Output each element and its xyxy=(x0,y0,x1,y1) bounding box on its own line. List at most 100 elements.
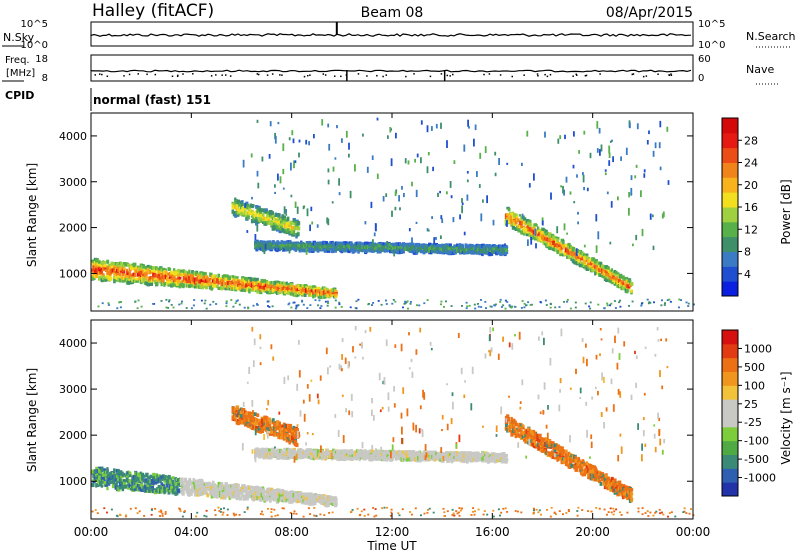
echo-cell xyxy=(101,469,104,472)
echo-cell xyxy=(129,272,132,275)
echo-cell xyxy=(262,213,265,216)
low-range-echo xyxy=(325,301,327,303)
sparse-echo xyxy=(459,214,461,219)
sparse-echo xyxy=(573,131,575,136)
low-range-echo xyxy=(381,304,383,306)
sparse-echo xyxy=(346,131,348,138)
sparse-echo xyxy=(436,124,438,128)
nave-dot xyxy=(281,74,283,76)
echo-cell xyxy=(252,211,255,214)
low-range-echo xyxy=(296,305,298,307)
sparse-echo xyxy=(391,211,393,217)
nave-dot xyxy=(123,75,125,77)
echo-cell xyxy=(334,498,337,502)
low-range-echo xyxy=(525,304,527,306)
sparse-echo xyxy=(305,140,307,145)
colorbar-tick-label: 8 xyxy=(744,246,751,259)
sparse-echo xyxy=(428,152,430,155)
low-range-echo xyxy=(641,303,643,305)
sparse-echo xyxy=(535,229,537,237)
colorbar-segment xyxy=(722,237,738,252)
low-range-echo xyxy=(173,307,175,309)
nave-dot xyxy=(405,76,407,78)
colorbar-segment xyxy=(722,222,738,237)
sparse-echo xyxy=(578,150,580,154)
freq-tick-bottom: 8 xyxy=(42,73,48,84)
sparse-echo xyxy=(648,131,650,135)
sparse-echo xyxy=(474,245,476,251)
nave-dot xyxy=(307,75,309,77)
sparse-echo xyxy=(597,148,599,153)
power-ylabel: Slant Range [km] xyxy=(25,163,39,267)
low-range-echo xyxy=(474,304,476,306)
low-range-echo xyxy=(647,299,649,301)
low-range-echo xyxy=(116,307,118,309)
echo-cell xyxy=(106,260,109,263)
echo-cell xyxy=(565,244,567,247)
sparse-echo xyxy=(354,164,356,171)
low-range-echo xyxy=(320,305,322,307)
sparse-echo xyxy=(530,237,532,245)
sparse-echo xyxy=(291,130,293,135)
sparse-echo xyxy=(467,195,469,201)
echo-cell xyxy=(229,276,231,280)
low-range-echo xyxy=(385,300,387,302)
low-range-echo xyxy=(306,307,308,309)
low-range-echo xyxy=(618,301,620,303)
sparse-echo xyxy=(666,127,668,132)
low-range-echo xyxy=(509,304,511,306)
sparse-echo xyxy=(256,225,258,232)
nave-dot xyxy=(257,73,259,75)
low-range-echo xyxy=(341,306,343,308)
low-range-echo xyxy=(186,307,188,309)
sparse-echo xyxy=(326,217,328,223)
low-range-echo xyxy=(108,304,110,306)
low-range-echo xyxy=(628,305,630,307)
echo-cell xyxy=(304,294,307,298)
freq-unit-label: [MHz] xyxy=(6,68,35,79)
low-range-echo xyxy=(235,302,237,304)
low-range-echo xyxy=(563,301,565,303)
colorbar-tick-label: 4 xyxy=(744,268,751,281)
sparse-echo xyxy=(560,185,562,187)
low-range-echo xyxy=(407,308,409,310)
low-range-echo xyxy=(394,301,396,303)
nave-dot xyxy=(537,73,539,75)
echo-cell xyxy=(119,273,121,276)
sparse-echo xyxy=(485,247,487,251)
echo-cell xyxy=(129,474,132,477)
sparse-echo xyxy=(461,198,463,203)
sparse-echo xyxy=(629,123,631,129)
sparse-echo xyxy=(280,176,282,183)
sparse-echo xyxy=(290,163,292,171)
sparse-echo xyxy=(246,230,248,233)
low-range-echo xyxy=(609,304,611,306)
sparse-echo xyxy=(662,214,664,219)
sparse-echo xyxy=(395,207,397,211)
low-range-echo xyxy=(98,306,100,308)
sparse-echo xyxy=(467,120,469,127)
nave-dot xyxy=(225,74,227,76)
sparse-echo xyxy=(446,191,448,194)
sparse-echo xyxy=(628,208,630,216)
low-range-echo xyxy=(327,305,329,307)
nave-dot xyxy=(155,74,157,76)
nave-dot xyxy=(586,75,588,77)
echo-cell xyxy=(505,248,508,252)
low-range-echo xyxy=(495,304,497,306)
power-heatmap xyxy=(91,118,695,310)
sparse-echo xyxy=(642,229,644,236)
freq-frame xyxy=(91,55,693,81)
low-range-echo xyxy=(500,299,502,301)
echo-cell xyxy=(181,478,183,482)
nave-dot xyxy=(230,75,232,77)
echo-cell xyxy=(626,289,628,294)
low-range-echo xyxy=(480,299,482,301)
low-range-echo xyxy=(356,307,358,309)
low-range-echo xyxy=(193,299,195,301)
sparse-echo xyxy=(637,123,639,129)
sparse-echo xyxy=(611,201,613,208)
sparse-echo xyxy=(440,123,442,129)
